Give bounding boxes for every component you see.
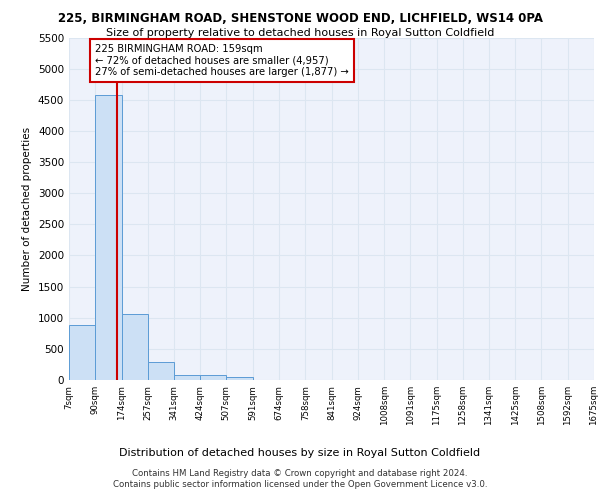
Text: 225 BIRMINGHAM ROAD: 159sqm
← 72% of detached houses are smaller (4,957)
27% of : 225 BIRMINGHAM ROAD: 159sqm ← 72% of det… — [95, 44, 349, 77]
Text: 225, BIRMINGHAM ROAD, SHENSTONE WOOD END, LICHFIELD, WS14 0PA: 225, BIRMINGHAM ROAD, SHENSTONE WOOD END… — [58, 12, 542, 26]
Bar — [95, 96, 122, 380]
Bar — [122, 314, 148, 380]
Bar — [69, 325, 95, 380]
Text: Contains public sector information licensed under the Open Government Licence v3: Contains public sector information licen… — [113, 480, 487, 489]
Bar — [174, 374, 200, 380]
Bar — [226, 377, 253, 380]
Text: Size of property relative to detached houses in Royal Sutton Coldfield: Size of property relative to detached ho… — [106, 28, 494, 38]
Text: Contains HM Land Registry data © Crown copyright and database right 2024.: Contains HM Land Registry data © Crown c… — [132, 468, 468, 477]
Bar — [200, 375, 226, 380]
Text: Distribution of detached houses by size in Royal Sutton Coldfield: Distribution of detached houses by size … — [119, 448, 481, 458]
Bar — [148, 362, 174, 380]
Y-axis label: Number of detached properties: Number of detached properties — [22, 126, 32, 291]
